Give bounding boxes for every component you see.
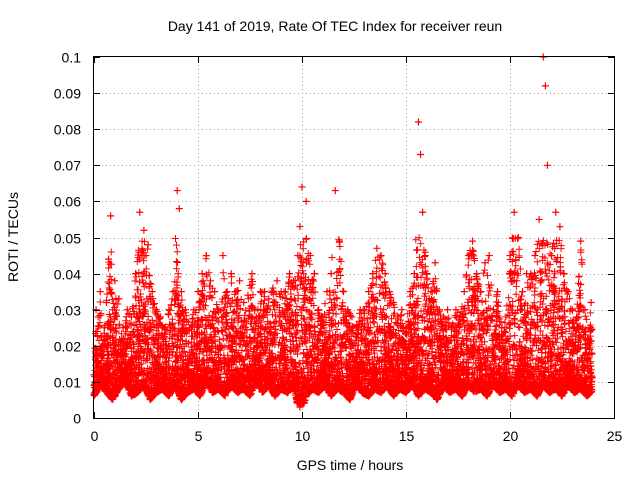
y-tick-label: 0.08 [54,122,81,138]
data-point [541,82,549,90]
data-point [377,252,385,260]
x-tick-label: 25 [607,428,623,444]
data-point [296,223,304,231]
x-axis-label: GPS time / hours [297,457,404,473]
data-point [485,252,493,260]
y-tick-label: 0.05 [54,231,81,247]
data-point [365,288,373,296]
x-tick-label: 10 [295,428,311,444]
data-point [514,234,522,241]
data-point [469,237,477,245]
data-point [140,226,148,234]
y-axis-label: ROTI / TECUs [5,192,21,282]
y-tick-label: 0.01 [54,375,81,391]
data-point [111,277,119,285]
data-point [273,277,281,285]
data-point [173,187,181,195]
data-point [302,197,310,205]
data-point [414,118,422,126]
data-point [444,306,452,314]
data-point [223,288,231,296]
data-points [90,53,596,411]
data-point [96,288,104,296]
data-point [236,277,244,285]
x-tick-label: 20 [503,428,519,444]
data-point [94,313,102,321]
data-point [148,288,156,296]
data-point [398,306,406,314]
y-tick-label: 0.06 [54,194,81,210]
data-point [281,288,289,296]
data-point [123,306,131,314]
x-tick-label: 0 [91,428,99,444]
data-point [494,288,502,296]
y-tick-label: 0 [73,411,81,427]
data-point [431,259,439,267]
y-tick-label: 0.04 [54,267,81,283]
data-point [327,270,335,278]
data-point [175,205,183,213]
y-tick-label: 0.03 [54,303,81,319]
y-tick-label: 0.07 [54,158,81,174]
data-point [331,187,339,195]
data-point [265,295,273,303]
y-tick-label: 0.02 [54,339,81,355]
data-point [552,208,560,216]
dense-point-cloud [90,234,596,408]
data-point [340,288,348,296]
data-point [548,252,556,260]
dense-points-path [90,234,596,408]
x-tick-label: 15 [399,428,415,444]
chart-title: Day 141 of 2019, Rate Of TEC Index for r… [168,18,502,34]
x-tick-label: 5 [195,428,203,444]
data-point [219,252,227,260]
data-point [510,208,518,216]
data-point [417,150,425,158]
data-point [136,208,144,216]
data-point [531,252,539,260]
data-point [460,288,468,296]
y-tick-label: 0.1 [62,50,82,66]
data-point [587,298,595,306]
data-point [543,161,551,169]
data-point [419,208,427,216]
data-point [373,244,381,252]
data-point [298,183,306,191]
data-point [107,212,115,220]
data-point [577,237,585,245]
data-point [410,270,418,278]
data-point [248,270,256,278]
data-point [177,288,185,296]
data-point [535,215,543,223]
data-point [198,270,206,278]
data-point [269,284,277,292]
data-point [518,288,526,296]
y-tick-label: 0.09 [54,86,81,102]
data-point [556,223,564,231]
